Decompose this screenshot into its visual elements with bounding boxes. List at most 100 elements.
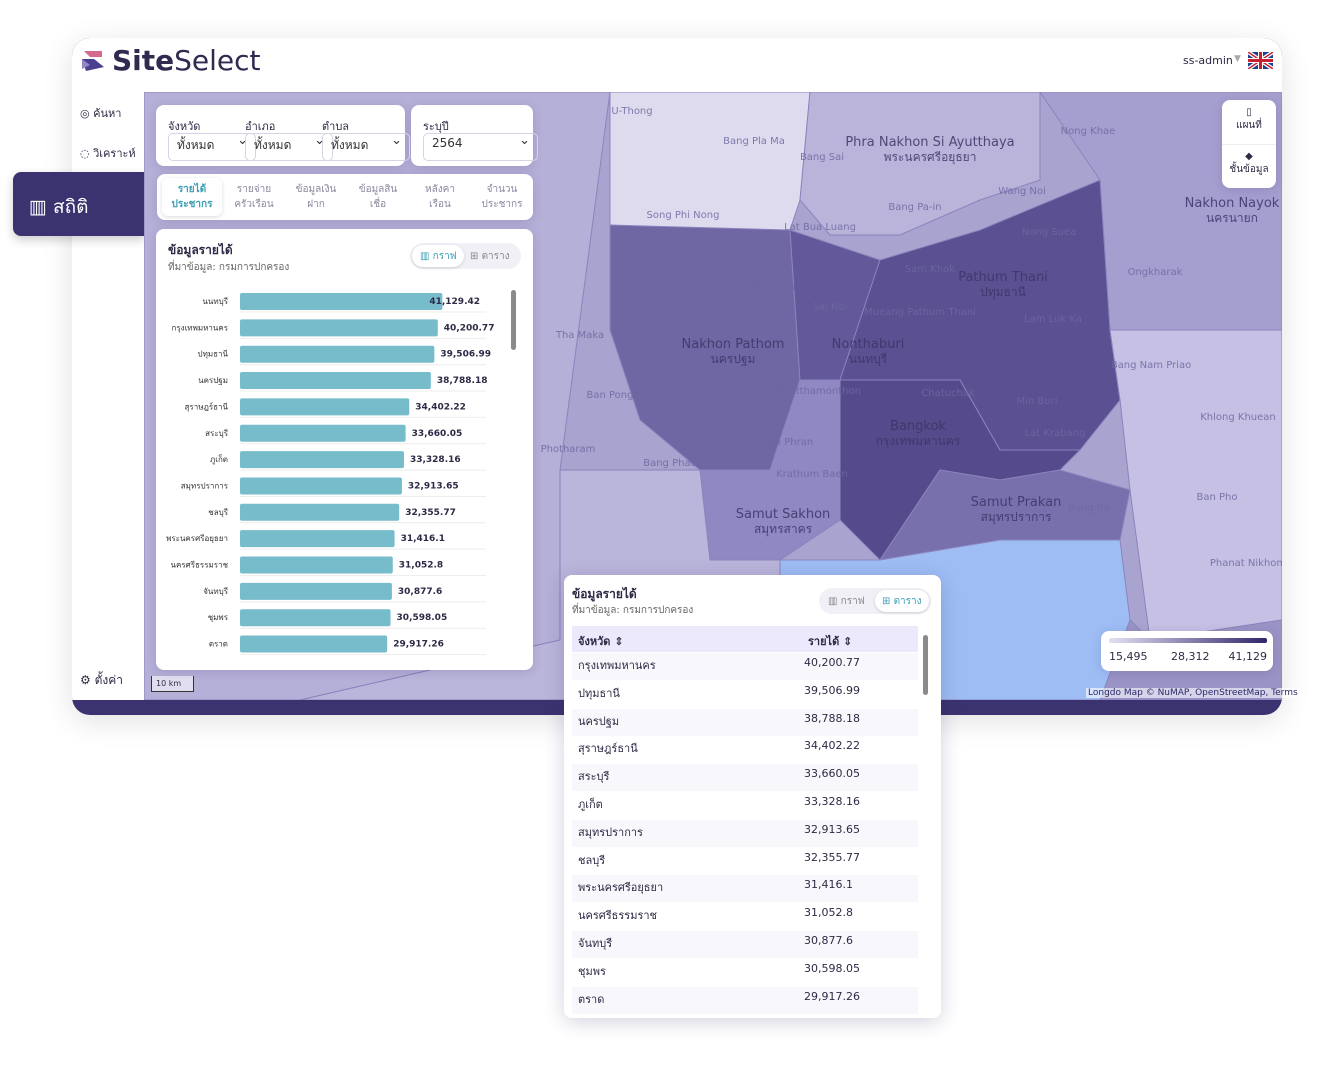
map-label: Nong Khae xyxy=(1061,126,1116,137)
table-panel: ข้อมูลรายได้ ที่มาข้อมูล: กรมการปกครอง ▥… xyxy=(564,575,941,1018)
cell-province: ตราด xyxy=(578,992,605,1006)
toggle-chart[interactable]: ▥ กราฟ xyxy=(412,245,464,267)
tab-label: เชื่อ xyxy=(369,199,387,210)
value-label: 32,355.77 xyxy=(405,508,456,518)
nav-label: สถิติ xyxy=(53,196,89,218)
bar xyxy=(240,530,395,548)
filter-dropdown[interactable]: ทั้งหมด xyxy=(322,133,410,161)
filter-dropdown[interactable]: ทั้งหมด xyxy=(245,133,333,161)
map-label: Ongkharak xyxy=(1128,267,1183,278)
column-header[interactable]: รายได้ ⇕ xyxy=(808,635,853,648)
map-label: พระนครศรีอยุธยา xyxy=(884,150,977,165)
tab-label: ประชากร xyxy=(481,199,523,210)
value-label: 30,877.6 xyxy=(398,587,442,597)
layers-button[interactable]: ◆ ชั้นข้อมูล xyxy=(1229,151,1269,175)
chart-panel: ข้อมูลรายได้ ที่มาข้อมูล: กรมการปกครอง ▥… xyxy=(156,229,533,670)
table-row: นครปฐม 38,788.18 xyxy=(572,708,918,736)
cell-income: 32,355.77 xyxy=(804,850,860,864)
flag-icon[interactable] xyxy=(1248,52,1273,69)
map-legend: 15,495 28,312 41,129 xyxy=(1101,631,1273,671)
toggle-table[interactable]: ⊞ ตาราง xyxy=(470,251,510,262)
map-label: Nonthaburi xyxy=(832,337,905,352)
tabs-panel: รายได้ ประชากร รายจ่าย ครัวเรือน ข้อมูลเงินฝ… xyxy=(157,174,533,220)
cell-province: นครปฐม xyxy=(578,714,620,728)
tab-label: ข้อมูลเงิน xyxy=(295,184,337,195)
cell-province: สระบุรี xyxy=(578,770,610,784)
tab[interactable]: หลังคา เรือน xyxy=(410,178,470,216)
cell-province: นครศรีธรรมราช xyxy=(578,909,658,923)
dropdown-caret: ▼ xyxy=(1234,54,1241,64)
map-label: Nakhon Nayok xyxy=(1185,196,1280,211)
tab[interactable]: ข้อมูลเงิน ฝาก xyxy=(286,178,346,216)
map-label: Nakhon Pathom xyxy=(682,337,785,352)
legend-gradient xyxy=(1109,638,1267,643)
nav-item-active[interactable]: ▥ สถิติ xyxy=(13,172,145,236)
toggle-table[interactable]: ⊞ ตาราง xyxy=(875,590,929,612)
map-label: Min Buri xyxy=(1016,396,1057,407)
map-label: ปทุมธานี xyxy=(980,285,1026,300)
value-label: 39,506.99 xyxy=(440,350,491,360)
table-header: จังหวัด ⇕ รายได้ ⇕ xyxy=(572,626,918,652)
map-label: สมุทรปราการ xyxy=(981,510,1052,525)
category-label: พระนครศรีอยุธยา xyxy=(166,534,228,543)
map-label: Pathum Thani xyxy=(958,270,1048,285)
scale-label: 10 km xyxy=(156,679,182,688)
map-label: Bang Sai xyxy=(800,152,844,163)
nav-item[interactable]: ◎ ค้นหา xyxy=(80,107,122,120)
tab-label: รายได้ xyxy=(177,184,207,195)
cell-income: 29,917.26 xyxy=(804,989,860,1003)
toggle-label: กราฟ xyxy=(432,251,457,262)
tab-label: หลังคา xyxy=(425,184,455,195)
column-header[interactable]: จังหวัด ⇕ xyxy=(578,635,624,648)
panel-title: ข้อมูลรายได้ xyxy=(168,243,233,257)
tab[interactable]: ข้อมูลสินเชื่อ xyxy=(348,178,408,216)
tab-label: รายจ่าย xyxy=(236,184,272,195)
map-label: Tha Maka xyxy=(555,330,604,341)
value-label: 38,788.18 xyxy=(437,376,488,386)
toggle-label: ตาราง xyxy=(481,251,510,262)
map-label: Samut Sakhon xyxy=(736,507,831,522)
cell-province: ชลบุรี xyxy=(578,853,606,867)
view-toggle: ▥ กราฟ ⊞ ตาราง xyxy=(410,243,521,269)
map-button[interactable]: ▯ แผนที่ xyxy=(1222,100,1276,145)
category-label: จันทบุรี xyxy=(203,587,229,596)
cell-province: ชุมพร xyxy=(578,964,606,978)
attribution: Longdo Map © NuMAP, OpenStreetMap, Terms xyxy=(1086,688,1300,698)
tab-active[interactable]: รายได้ ประชากร xyxy=(162,178,222,216)
map-label: นนทบุรี xyxy=(849,352,888,367)
map-label: Bangkok xyxy=(890,419,946,434)
tab[interactable]: รายจ่าย ครัวเรือน xyxy=(224,178,284,216)
tab-label: ข้อมูลสิน xyxy=(358,184,398,195)
nav-label: วิเคราะห์ xyxy=(93,147,136,160)
nav-item[interactable]: ◌ วิเคราะห์ xyxy=(80,147,136,160)
table-row: สมุทรปราการ 32,913.65 xyxy=(572,819,918,847)
cell-province: สุราษฎร์ธานี xyxy=(578,742,638,756)
map-label: Bang Nam Priao xyxy=(1111,360,1191,371)
cell-income: 34,402.22 xyxy=(804,739,860,753)
filter-dropdown[interactable]: ทั้งหมด xyxy=(168,133,256,161)
cell-income: 32,913.65 xyxy=(804,822,860,836)
bar xyxy=(240,582,392,600)
category-label: นนทบุรี xyxy=(202,297,228,306)
map-label: Photharam xyxy=(541,444,596,455)
bar xyxy=(240,477,402,495)
legend-label: 41,129 xyxy=(1228,650,1268,663)
filter-dropdown[interactable]: 2564 xyxy=(423,133,538,161)
map-label: Ban Pho xyxy=(1197,492,1238,503)
cell-province: พระนครศรีอยุธยา xyxy=(578,881,664,895)
cell-income: 31,416.1 xyxy=(804,878,853,892)
user-menu[interactable]: ss-admin xyxy=(1183,54,1233,67)
table-row: ภูเก็ต 33,328.16 xyxy=(572,792,918,819)
value-label: 33,660.05 xyxy=(412,429,463,439)
map-label: U-Thong xyxy=(611,106,652,117)
toggle-chart[interactable]: ▥ กราฟ xyxy=(828,596,865,607)
map-label: Bang Pa-in xyxy=(888,202,941,213)
map-label: Krathum Baen xyxy=(776,469,848,480)
tab[interactable]: จำนวน ประชากร xyxy=(472,178,532,216)
nav-label: ตั้งค่า xyxy=(94,673,123,687)
nav-item[interactable]: ⚙ ตั้งค่า xyxy=(80,673,123,687)
table-row: ชลบุรี 32,355.77 xyxy=(572,847,918,875)
cell-province: จันทบุรี xyxy=(578,937,613,950)
legend-label: 28,312 xyxy=(1171,650,1210,663)
